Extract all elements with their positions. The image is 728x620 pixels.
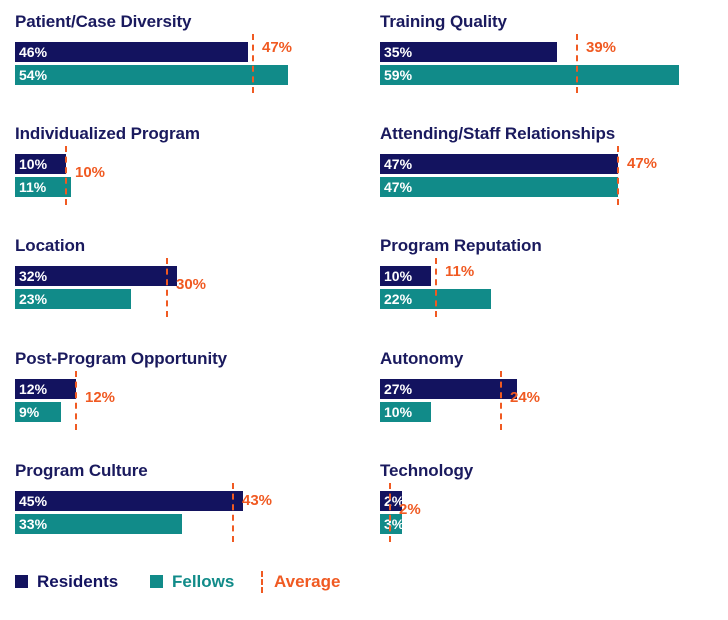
average-line — [65, 146, 67, 205]
panel-program-culture: Program Culture 45% 33% 43% — [15, 461, 365, 566]
panel-title: Patient/Case Diversity — [15, 12, 192, 31]
panel-title: Individualized Program — [15, 124, 200, 143]
bar-residents: 10% — [15, 154, 66, 174]
average-line — [232, 483, 234, 542]
panel-title: Location — [15, 236, 86, 255]
average-label: 43% — [242, 492, 273, 509]
bar-fellows: 54% — [15, 65, 289, 85]
legend-label-residents: Residents — [37, 572, 119, 591]
bar-residents-label: 47% — [384, 156, 413, 172]
bar-fellows-label: 33% — [19, 516, 48, 532]
bar-fellows-label: 47% — [384, 179, 413, 195]
panel-patient-case-diversity: Patient/Case Diversity 46% 54% 47% — [15, 12, 365, 117]
average-line — [576, 34, 578, 93]
bar-fellows: 9% — [15, 402, 61, 422]
bar-residents-label: 45% — [19, 493, 48, 509]
bar-chart-grid: Patient/Case Diversity 46% 54% 47% Training … — [15, 12, 728, 542]
panel-title: Technology — [380, 461, 474, 480]
average-label: 24% — [510, 389, 541, 406]
bar-residents: 45% — [15, 491, 243, 511]
average-line — [617, 146, 619, 205]
average-line — [166, 258, 168, 317]
legend-swatch-fellows — [150, 575, 163, 588]
bar-residents: 32% — [15, 266, 177, 286]
average-label: 30% — [176, 276, 207, 293]
bar-residents-label: 35% — [384, 44, 413, 60]
average-label: 12% — [85, 389, 116, 406]
bar-residents: 35% — [380, 42, 558, 62]
legend-average-dash — [261, 571, 263, 593]
panel-title: Attending/Staff Relationships — [380, 124, 616, 143]
panel-program-reputation: Program Reputation 10% 22% 11% — [380, 236, 728, 341]
average-line — [75, 371, 77, 430]
panel-title: Training Quality — [380, 12, 507, 31]
average-line — [435, 258, 437, 317]
average-line — [389, 483, 391, 542]
bar-fellows-label: 9% — [19, 404, 40, 420]
bar-residents: 12% — [15, 379, 76, 399]
bar-fellows: 23% — [15, 289, 132, 309]
bar-fellows-label: 59% — [384, 67, 413, 83]
average-label: 11% — [445, 263, 475, 280]
panel-title: Program Reputation — [380, 236, 542, 255]
average-label: 39% — [586, 39, 617, 56]
bar-residents-label: 10% — [384, 268, 413, 284]
bar-fellows-label: 10% — [384, 404, 413, 420]
legend-label-average: Average — [274, 572, 341, 591]
bar-residents: 47% — [380, 154, 618, 174]
bar-residents-label: 12% — [19, 381, 48, 397]
panel-training-quality: Training Quality 35% 59% 39% — [380, 12, 728, 117]
panel-individualized-program: Individualized Program 10% 11% 10% — [15, 124, 365, 229]
panel-post-program-opportunity: Post-Program Opportunity 12% 9% 12% — [15, 349, 365, 454]
panel-autonomy: Autonomy 27% 10% 24% — [380, 349, 728, 454]
bar-fellows: 59% — [380, 65, 679, 85]
panel-title: Program Culture — [15, 461, 148, 480]
average-label: 10% — [75, 164, 106, 181]
bar-residents-label: 10% — [19, 156, 48, 172]
bar-fellows-label: 22% — [384, 291, 413, 307]
panel-attending-staff-relationships: Attending/Staff Relationships 47% 47% 47% — [380, 124, 728, 229]
average-line — [500, 371, 502, 430]
bar-residents-label: 32% — [19, 268, 48, 284]
panel-title: Post-Program Opportunity — [15, 349, 227, 368]
bar-fellows: 47% — [380, 177, 618, 197]
bar-fellows-label: 54% — [19, 67, 48, 83]
bar-residents-label: 27% — [384, 381, 413, 397]
average-label: 47% — [262, 39, 293, 56]
bar-fellows-label: 23% — [19, 291, 48, 307]
average-line — [252, 34, 254, 93]
bar-residents: 27% — [380, 379, 517, 399]
average-label: 2% — [399, 501, 421, 518]
average-label: 47% — [627, 155, 658, 172]
legend-swatch-residents — [15, 575, 28, 588]
panel-title: Autonomy — [380, 349, 464, 368]
bar-fellows: 11% — [15, 177, 71, 197]
bar-fellows-label: 11% — [19, 179, 47, 195]
bar-residents: 46% — [15, 42, 248, 62]
bar-residents: 10% — [380, 266, 431, 286]
panel-location: Location 32% 23% 30% — [15, 236, 365, 341]
panel-technology: Technology 2% 3% 2% — [380, 461, 728, 566]
bar-fellows: 10% — [380, 402, 431, 422]
bar-residents-label: 46% — [19, 44, 48, 60]
bar-fellows: 33% — [15, 514, 182, 534]
legend-label-fellows: Fellows — [172, 572, 235, 591]
